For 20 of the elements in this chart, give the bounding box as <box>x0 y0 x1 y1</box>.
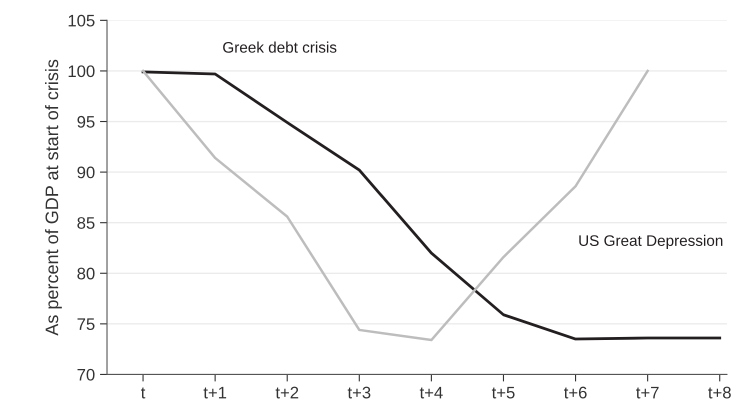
x-tick-label: t+3 <box>348 386 370 398</box>
x-tick-label: t <box>140 388 146 398</box>
series-label: Greek debt crisis <box>223 42 336 53</box>
text: US Great Depression <box>579 234 722 250</box>
x-tick-label: t+8 <box>708 386 731 398</box>
x-tick-label: t+5 <box>492 386 515 398</box>
y-tick-label: 100 <box>68 65 95 78</box>
x-tick-label: t+6 <box>564 386 587 398</box>
x-tick-label: t+4 <box>420 386 443 398</box>
y-tick-label: 95 <box>77 116 95 128</box>
x-tick-label: t+2 <box>276 386 298 398</box>
y-tick-label: 70 <box>78 368 95 381</box>
y-tick-label: 85 <box>77 217 95 229</box>
y-tick-label: 80 <box>77 268 95 280</box>
y-tick-label: 75 <box>78 318 95 330</box>
y-tick-label: 105 <box>68 14 95 27</box>
x-tick-label: t+7 <box>636 386 659 398</box>
x-tick-label: t+1 <box>204 386 226 398</box>
y-axis-title: As percent of GDP at start of crisis <box>45 60 62 336</box>
y-tick-label: 90 <box>77 166 95 178</box>
